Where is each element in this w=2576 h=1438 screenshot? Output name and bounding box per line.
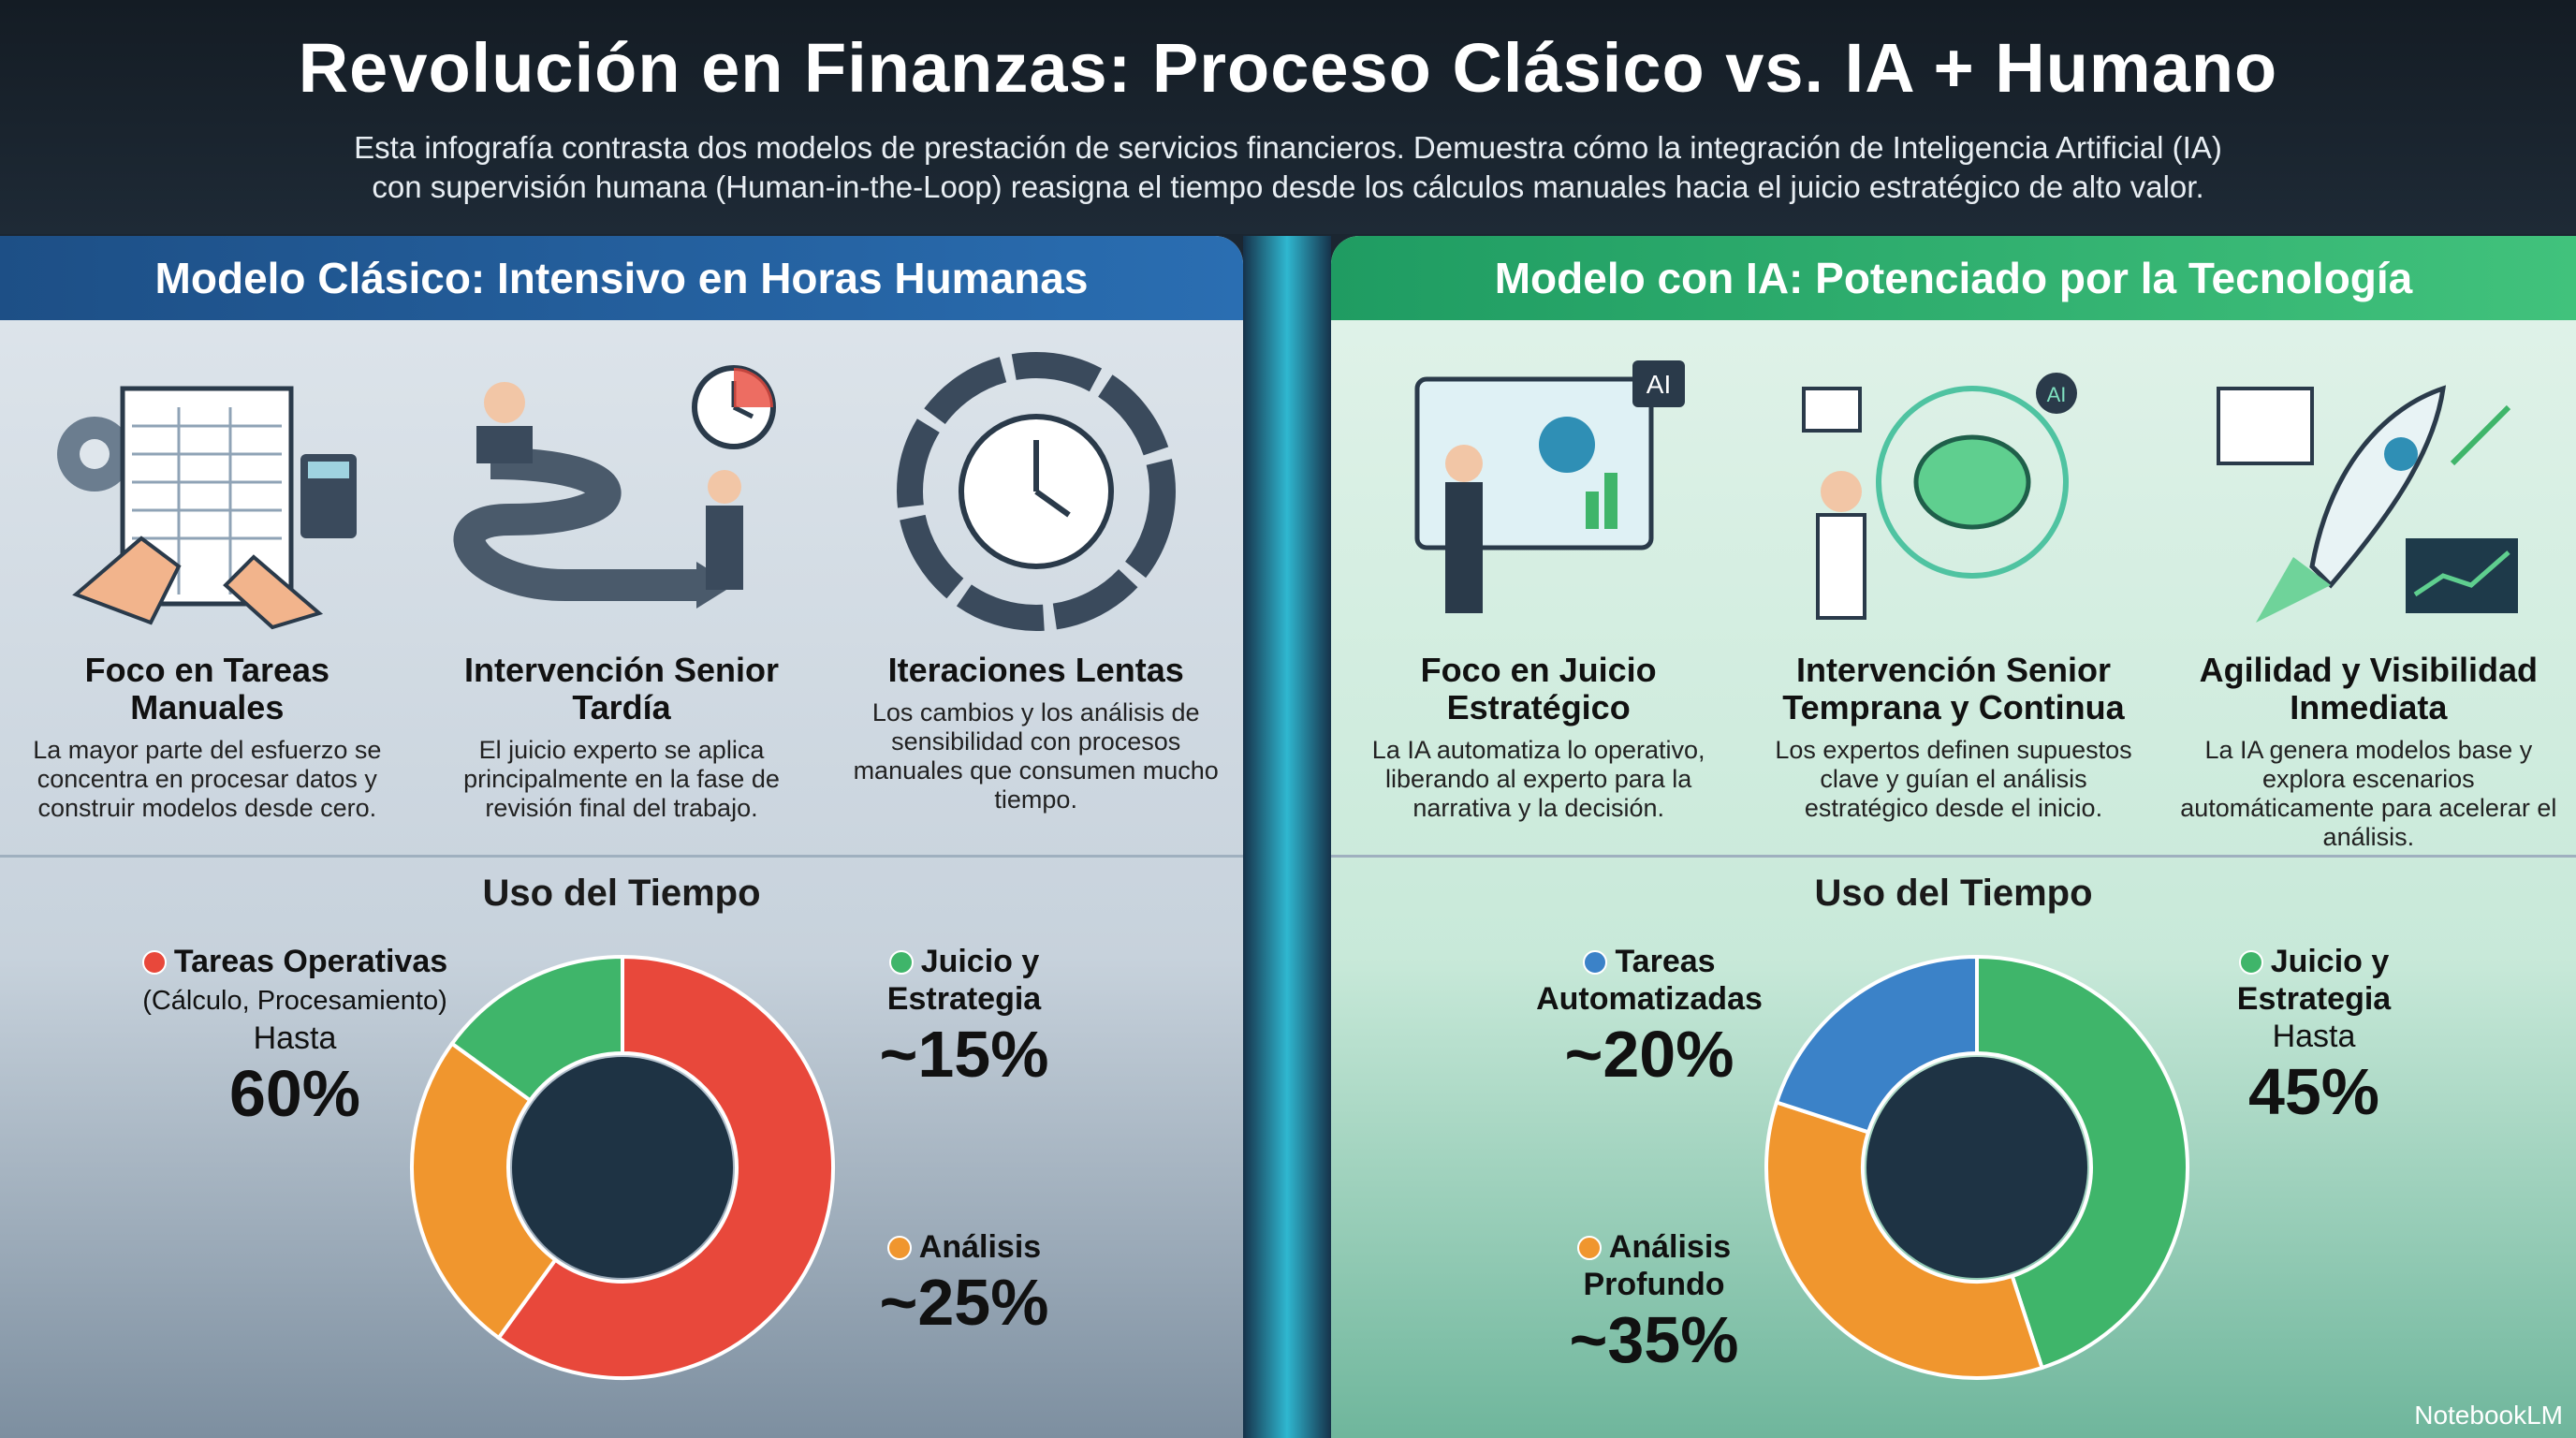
winding-road-clock-icon [453, 365, 776, 609]
donut-slice [449, 954, 624, 1104]
dot-icon [2238, 950, 2263, 975]
segment-label-strategy: Juicio y Estrategia Hasta 45% [2236, 944, 2392, 1128]
spreadsheet-calculator-icon [57, 386, 358, 630]
dot-icon [888, 950, 914, 975]
header: Revolución en Finanzas: Proceso Clásico … [0, 0, 2576, 234]
ai-model-panel: Modelo con IA: Potenciado por la Tecnolo… [1331, 236, 2576, 1438]
panel-title: Modelo con IA: Potenciado por la Tecnolo… [1331, 236, 2576, 320]
card-early-senior: AI Intervención Senior Temprana y Contin… [1746, 320, 2160, 855]
segment-label-deep-analysis: Análisis Profundo ~35% [1569, 1229, 1739, 1376]
card-agility: Agilidad y Visibilidad Inmediata La IA g… [2161, 320, 2576, 855]
dot-icon [1576, 1236, 1602, 1260]
donut-slice [1764, 1099, 2045, 1380]
circuit-divider [1243, 236, 1331, 1438]
time-use-title: Uso del Tiempo [482, 873, 761, 914]
brand-logo: NotebookLM [2414, 1401, 2563, 1430]
card-strategic-focus: AI Foco en Juicio Estratégico La IA auto… [1331, 320, 1746, 855]
panel-title: Modelo Clásico: Intensivo en Horas Human… [0, 236, 1243, 320]
dot-icon [886, 1236, 912, 1260]
clock-cycle-icon [896, 352, 1176, 631]
dot-icon [1583, 950, 1608, 975]
svg-text:AI: AI [2047, 383, 2067, 406]
time-use-donut-ai [1764, 954, 2189, 1380]
card-manual-tasks: Foco en Tareas Manuales La mayor parte d… [0, 320, 415, 855]
donut-slice [1975, 954, 2189, 1371]
segment-label-strategy: Juicio y Estrategia ~15% [879, 944, 1049, 1091]
segment-label-operational: Tareas Operativas (Cálculo, Procesamient… [141, 944, 448, 1130]
donut-slice [495, 954, 835, 1380]
svg-text:AI: AI [1646, 370, 1670, 399]
page-title: Revolución en Finanzas: Proceso Clásico … [298, 29, 2278, 107]
segment-label-analysis: Análisis ~25% [879, 1229, 1049, 1339]
page-subtitle: Esta infografía contrasta dos modelos de… [354, 130, 2222, 204]
card-slow-iterations: Iteraciones Lentas Los cambios y los aná… [828, 320, 1243, 855]
donut-slice [1774, 954, 1979, 1135]
classic-model-panel: Modelo Clásico: Intensivo en Horas Human… [0, 236, 1243, 1438]
dot-icon [141, 950, 167, 975]
rocket-growth-icon [2217, 385, 2519, 623]
time-use-donut-classic [410, 954, 835, 1380]
brain-network-icon: AI [1801, 373, 2077, 620]
segment-label-automated: Tareas Automatizadas ~20% [1536, 944, 1763, 1091]
card-late-senior: Intervención Senior Tardía El juicio exp… [415, 320, 829, 855]
time-use-title: Uso del Tiempo [1814, 873, 2093, 914]
donut-center [1866, 1057, 2087, 1278]
donut-center [512, 1057, 733, 1278]
donut-slice [410, 1040, 559, 1341]
ai-dashboard-presenter-icon: AI [1414, 360, 1685, 613]
